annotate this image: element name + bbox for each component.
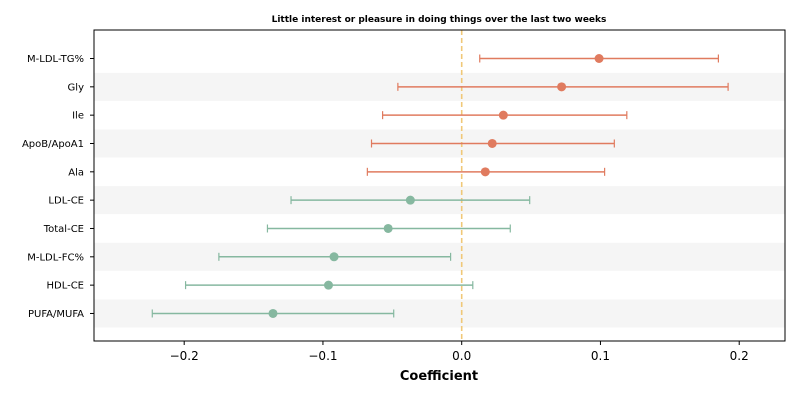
y-tick-label: Ala	[68, 167, 84, 178]
point-estimate	[405, 195, 415, 205]
y-tick-label: M-LDL-TG%	[27, 54, 84, 65]
plot-frame	[93, 29, 786, 342]
y-tick-label: LDL-CE	[48, 196, 84, 207]
point-estimate	[498, 110, 508, 120]
y-tick-label: Gly	[68, 82, 85, 93]
y-tick-label: Total-CE	[43, 224, 84, 235]
x-axis-title: Coefficient	[400, 369, 478, 384]
x-tick-label: 0.0	[452, 349, 471, 363]
y-tick-label: Ile	[72, 111, 84, 122]
chart-title: Little interest or pleasure in doing thi…	[272, 15, 607, 25]
y-tick-label: HDL-CE	[46, 281, 84, 292]
x-tick-label: 0.1	[591, 349, 610, 363]
point-estimate	[329, 252, 339, 262]
point-estimate	[557, 82, 567, 92]
x-tick-label: 0.2	[730, 349, 749, 363]
x-tick-label: −0.2	[170, 349, 199, 363]
point-estimate	[323, 280, 333, 290]
point-estimate	[268, 308, 278, 318]
y-tick-label: PUFA/MUFA	[28, 309, 84, 320]
point-estimates	[268, 54, 604, 318]
point-estimate	[383, 223, 393, 233]
point-estimate	[594, 54, 604, 63]
point-estimate	[480, 167, 490, 177]
y-tick-label: M-LDL-FC%	[27, 252, 84, 263]
x-tick-label: −0.1	[308, 349, 337, 363]
y-tick-label: ApoB/ApoA1	[22, 139, 84, 150]
y-axis-labels: M-LDL-TG% Gly Ile ApoB/ApoA1 Ala LDL-CE Total-…	[22, 54, 94, 320]
x-axis-ticks: −0.2 −0.1 0.0 0.1 0.2	[170, 341, 749, 363]
point-estimate	[487, 138, 497, 148]
